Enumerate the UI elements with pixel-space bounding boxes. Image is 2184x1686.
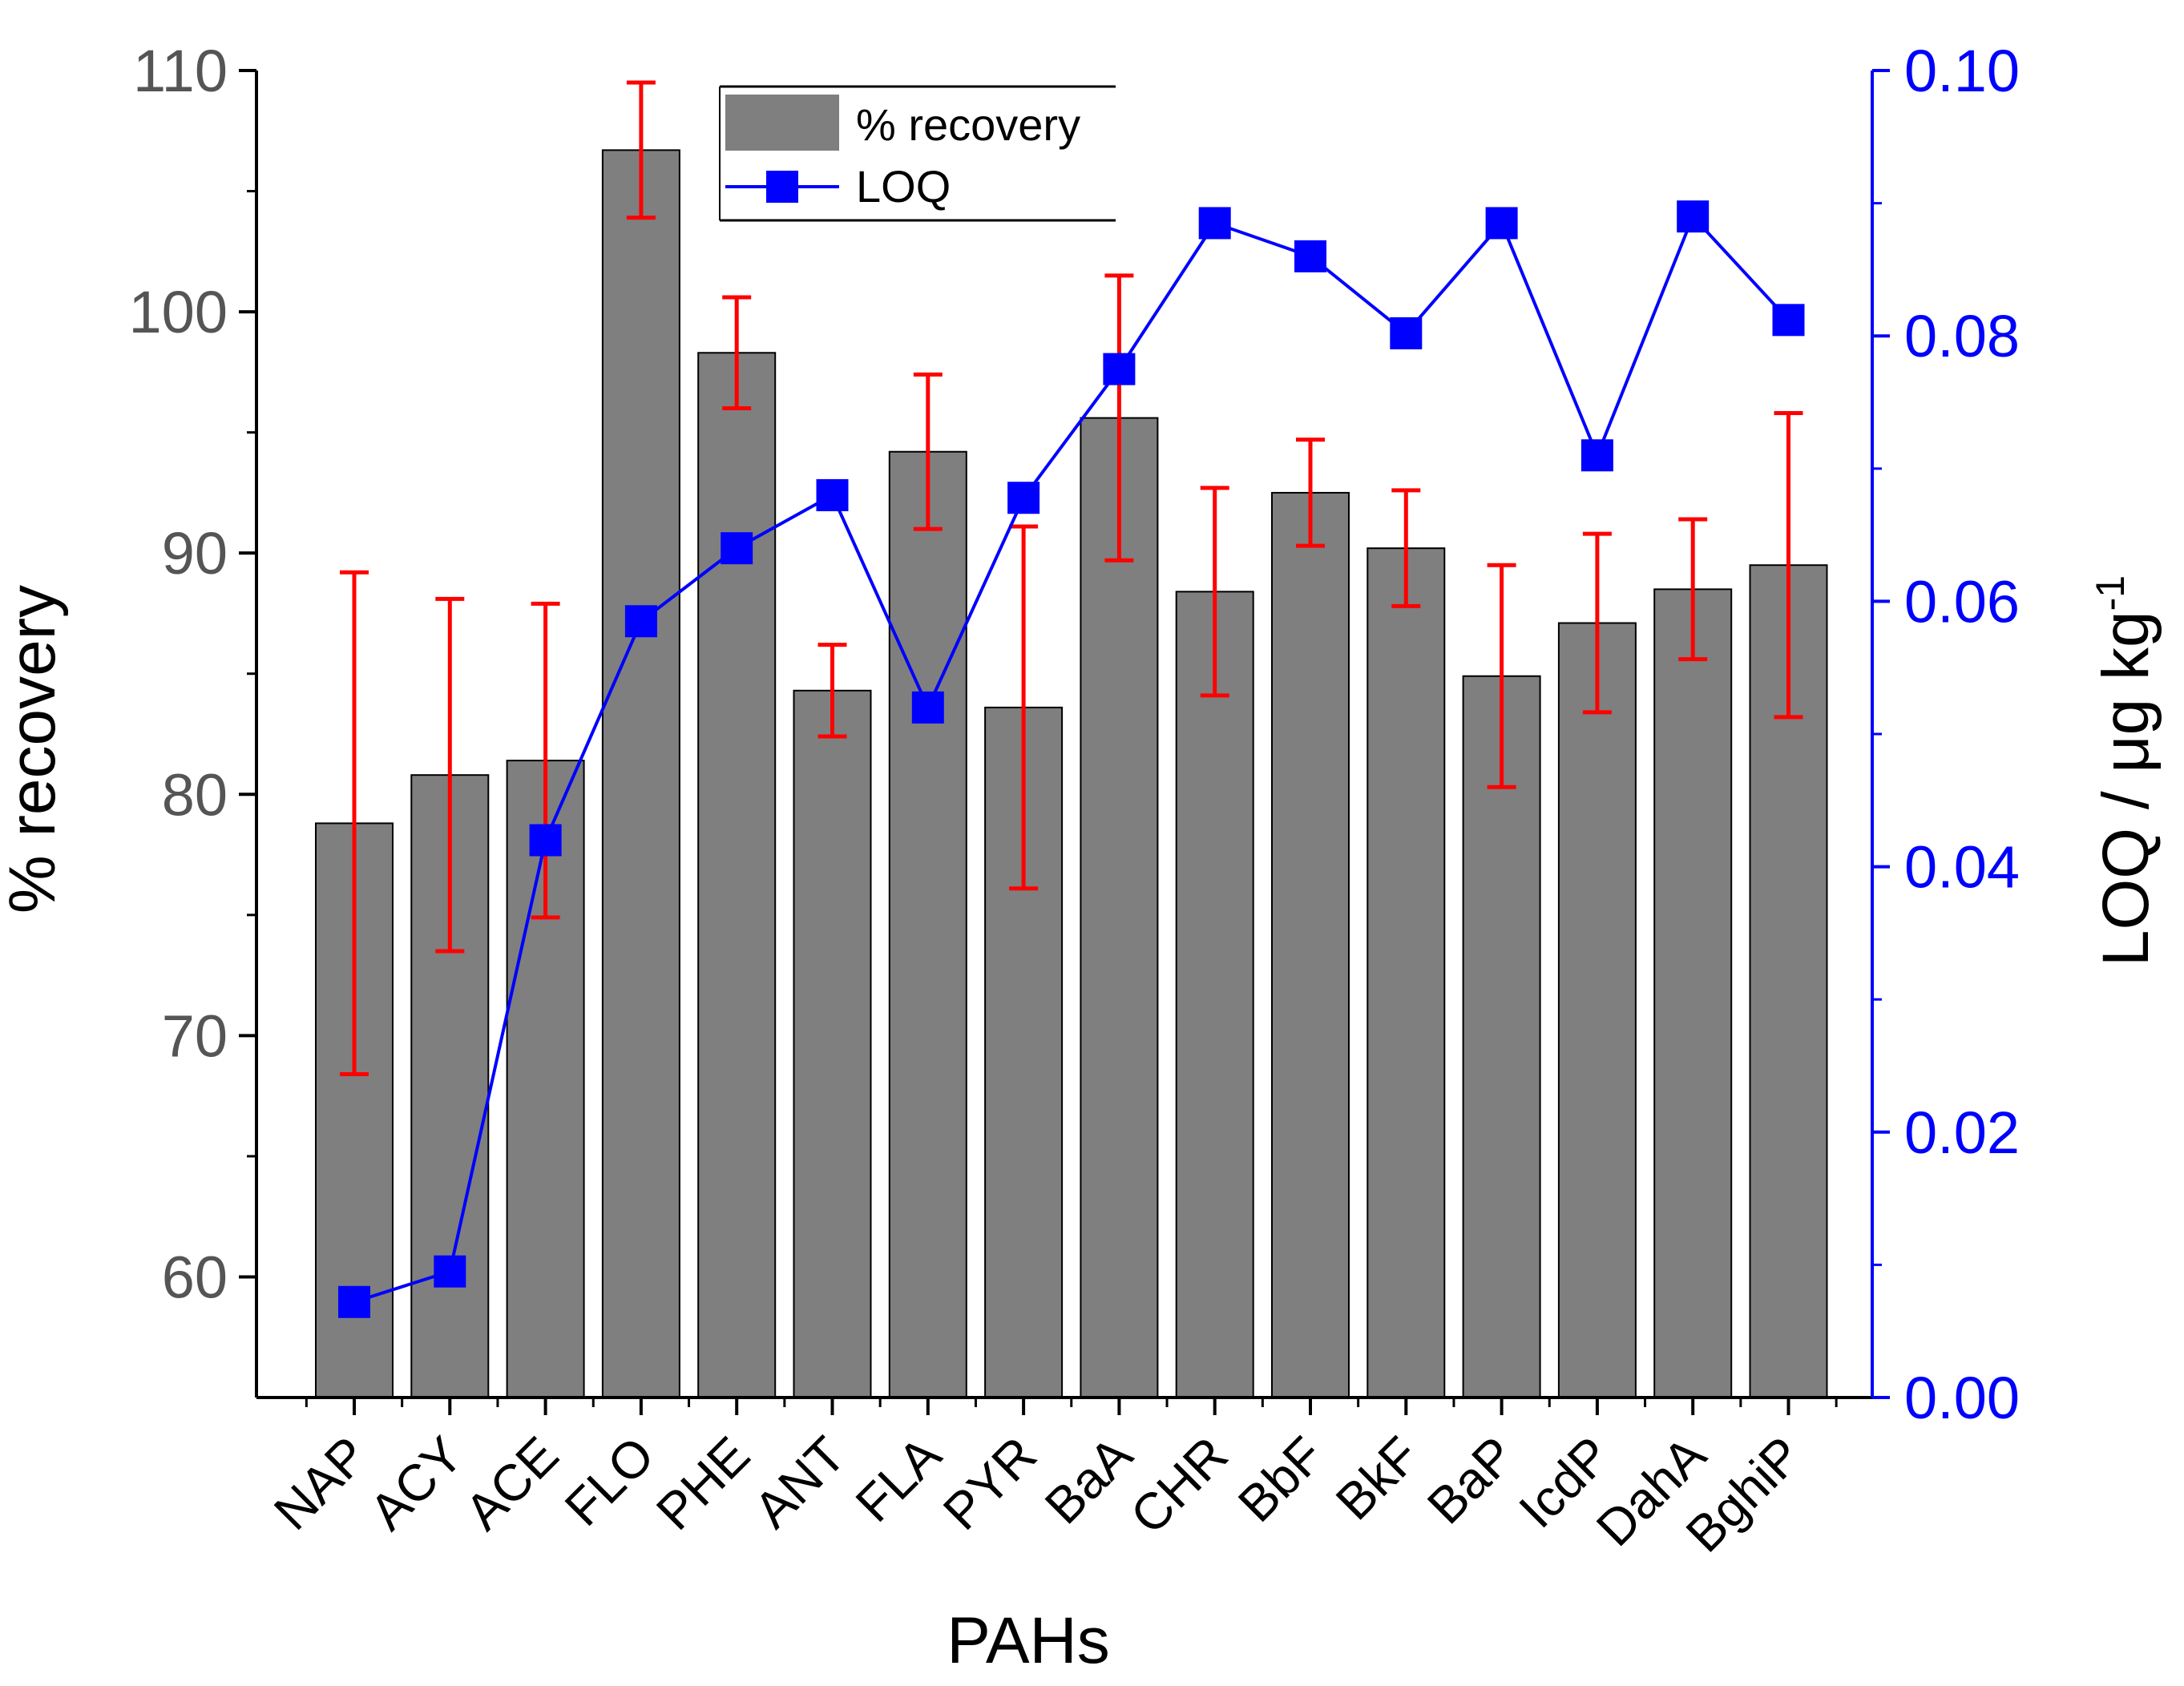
x-tick-label-phe: PHE xyxy=(645,1426,761,1541)
loq-marker-chr xyxy=(1198,207,1231,240)
x-tick-label-fla: FLA xyxy=(845,1426,952,1533)
y-left-tick-label: 110 xyxy=(133,38,228,104)
y-right-tick-label: 0.04 xyxy=(1904,834,2020,901)
loq-marker-phe xyxy=(721,532,753,565)
y-right-tick-label: 0.06 xyxy=(1904,568,2020,635)
x-tick-label-acy: ACY xyxy=(358,1426,474,1541)
y-right-tick-label: 0.00 xyxy=(1904,1365,2020,1431)
error-bar-daha xyxy=(1678,517,1708,662)
error-bar-icdp xyxy=(1582,531,1612,715)
y-left-tick-label: 80 xyxy=(162,761,228,828)
error-bar-ace xyxy=(531,601,560,920)
y-right-axis-title-main: LOQ / μg kg xyxy=(2089,611,2162,966)
error-bar-ant xyxy=(817,643,847,739)
error-bar-flo xyxy=(626,80,656,220)
legend: % recovery LOQ xyxy=(719,85,1116,222)
loq-marker-flo xyxy=(624,605,657,638)
loq-marker-bghip xyxy=(1772,304,1805,337)
x-tick-label-bkf: BkF xyxy=(1325,1426,1430,1531)
legend-swatch-recovery xyxy=(725,95,839,151)
error-bar-fla xyxy=(913,372,943,531)
legend-marker-loq xyxy=(766,171,798,203)
y-left-tick-label: 60 xyxy=(162,1244,228,1310)
x-tick-label-flo: FLO xyxy=(554,1426,665,1537)
x-tick-label-bap: BaP xyxy=(1416,1426,1525,1535)
x-tick-label-ace: ACE xyxy=(454,1426,570,1541)
error-bar-bap xyxy=(1487,563,1516,789)
error-bar-baa xyxy=(1104,273,1134,563)
error-bar-acy xyxy=(435,596,465,954)
loq-marker-daha xyxy=(1677,200,1710,233)
error-bar-bkf xyxy=(1391,488,1421,608)
legend-label-recovery: % recovery xyxy=(856,99,1080,150)
y-left-tick-label: 90 xyxy=(162,520,228,587)
loq-marker-nap xyxy=(338,1285,370,1318)
error-bar-chr xyxy=(1200,486,1229,698)
loq-marker-icdp xyxy=(1580,439,1613,472)
bar-phe xyxy=(697,352,777,1398)
bar-bap xyxy=(1462,675,1541,1398)
y-right-axis-title: LOQ / μg kg-1 xyxy=(2088,575,2162,966)
y-right-tick-label: 0.08 xyxy=(1904,303,2020,369)
error-bar-series xyxy=(340,80,1803,1077)
x-tick-label-chr: CHR xyxy=(1120,1426,1239,1545)
loq-line-series xyxy=(338,200,1805,1318)
loq-marker-fla xyxy=(911,691,944,724)
tick-labels: 60 70 80 90 100 110 0.00 0.02 0.04 0.06 0.08 0.10 xyxy=(129,38,2021,1431)
loq-marker-bbf xyxy=(1294,240,1326,272)
axes xyxy=(239,69,1890,1415)
loq-line xyxy=(353,213,1790,1304)
loq-marker-baa xyxy=(1103,353,1136,385)
x-tick-label-nap: NAP xyxy=(263,1426,378,1541)
y-left-tick-label: 70 xyxy=(162,1002,228,1069)
loq-marker-bkf xyxy=(1390,317,1423,349)
y-right-tick-label: 0.10 xyxy=(1904,38,2020,104)
legend-label-loq: LOQ xyxy=(856,161,951,212)
bar-fla xyxy=(888,450,967,1398)
loq-marker-acy xyxy=(434,1255,466,1288)
bar-icdp xyxy=(1557,622,1637,1398)
bar-series xyxy=(315,149,1828,1399)
y-left-tick-label: 100 xyxy=(129,279,228,345)
error-bar-bbf xyxy=(1296,438,1325,548)
bar-chr xyxy=(1175,591,1254,1398)
x-tick-label-bbf: BbF xyxy=(1227,1426,1334,1533)
category-labels: NAPACYACEFLOPHEANTFLAPYRBaACHRBbFBkFBaPI… xyxy=(263,1426,1812,1563)
error-bar-pyr xyxy=(1009,524,1039,891)
bar-ant xyxy=(793,689,872,1398)
loq-marker-ant xyxy=(816,478,849,511)
bar-flo xyxy=(601,149,680,1399)
bar-daha xyxy=(1653,588,1733,1398)
loq-marker-bap xyxy=(1485,207,1518,240)
error-bar-bghip xyxy=(1774,411,1803,720)
error-bar-phe xyxy=(722,295,752,411)
x-axis-title: PAHs xyxy=(947,1604,1110,1677)
y-right-tick-label: 0.02 xyxy=(1904,1099,2020,1166)
x-tick-label-ant: ANT xyxy=(743,1426,856,1539)
bar-bkf xyxy=(1367,547,1446,1398)
bar-bbf xyxy=(1271,491,1350,1399)
loq-marker-ace xyxy=(529,824,562,857)
loq-marker-pyr xyxy=(1007,482,1040,514)
x-tick-label-baa: BaA xyxy=(1034,1426,1144,1535)
y-right-axis-title-sup: -1 xyxy=(2088,575,2133,611)
bar-baa xyxy=(1080,417,1159,1398)
error-bar-nap xyxy=(340,570,369,1077)
y-left-axis-title: % recovery xyxy=(0,585,69,914)
x-tick-label-pyr: PYR xyxy=(932,1426,1048,1541)
